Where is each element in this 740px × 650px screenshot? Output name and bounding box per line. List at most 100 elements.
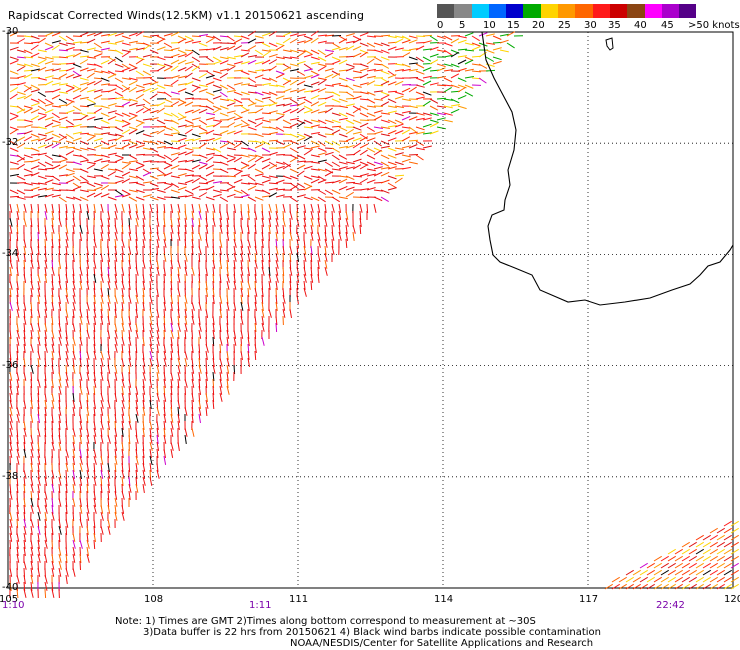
wind-barb (100, 287, 104, 297)
wind-barb (156, 129, 166, 135)
wind-barb (93, 89, 103, 93)
wind-barb (51, 175, 60, 182)
wind-barb (191, 65, 200, 72)
wind-barb (51, 68, 61, 72)
wind-barb (121, 490, 125, 500)
wind-barb (142, 392, 145, 402)
wind-barb (142, 160, 152, 163)
wind-barb (121, 273, 124, 284)
wind-barb (44, 399, 47, 409)
wind-barb (219, 154, 229, 160)
wind-barb (114, 448, 117, 458)
wind-barb (247, 301, 250, 311)
wind-barb (338, 59, 348, 65)
wind-barb (114, 483, 117, 494)
wind-barb (142, 210, 146, 220)
wind-barb (247, 224, 250, 234)
wind-barb (156, 125, 167, 128)
wind-barb (121, 413, 124, 423)
wind-barb (93, 476, 97, 486)
wind-barb (86, 427, 90, 437)
wind-barb (352, 70, 362, 74)
wind-barb (282, 163, 291, 170)
wind-barb (702, 541, 711, 548)
wind-barb (247, 45, 257, 51)
wind-barb (233, 245, 236, 255)
wind-barb (275, 217, 279, 227)
wind-barb (387, 119, 397, 125)
wind-barb (135, 182, 145, 186)
wind-barb (254, 140, 264, 144)
wind-barb (128, 47, 138, 51)
wind-barb (135, 455, 139, 465)
wind-barb (177, 59, 187, 65)
wind-barb (429, 98, 439, 104)
wind-barb (324, 126, 334, 131)
wind-barb (30, 89, 40, 93)
wind-barb (268, 266, 271, 276)
wind-barb (191, 137, 201, 142)
wind-barb (499, 49, 509, 53)
wind-barb (30, 448, 34, 458)
wind-barb (107, 56, 117, 62)
wind-barb (170, 101, 180, 107)
wind-barb (16, 553, 20, 563)
wind-barb (289, 231, 293, 241)
wind-barb (30, 476, 34, 486)
wind-barb (282, 143, 292, 149)
wind-barb (128, 399, 131, 410)
wind-barb (86, 245, 89, 255)
wind-barb (723, 541, 732, 548)
wind-barb (359, 67, 369, 72)
wind-barb (233, 336, 237, 346)
wind-barb (107, 364, 111, 374)
wind-barb (296, 101, 306, 107)
wind-barb (464, 49, 475, 52)
wind-barb (23, 189, 34, 191)
wind-barb (93, 539, 96, 550)
wind-barb (198, 301, 202, 311)
wind-barb (373, 171, 383, 177)
wind-barb (450, 63, 460, 68)
wind-barb (191, 343, 194, 353)
wind-barb (16, 539, 19, 549)
wind-barb (86, 553, 90, 563)
wind-barb (464, 84, 474, 89)
wind-barb (114, 49, 124, 55)
wind-barb (198, 42, 208, 47)
wind-barb (310, 56, 320, 60)
lon-tick-label: 105 (0, 594, 19, 605)
wind-barb (107, 144, 117, 149)
wind-barb (128, 98, 138, 102)
wind-barb (121, 189, 131, 195)
wind-barb (121, 238, 125, 248)
wind-barb (415, 84, 425, 88)
wind-barb (114, 252, 118, 262)
wind-barb (373, 90, 383, 93)
wind-barb (149, 308, 153, 318)
wind-barb (632, 583, 641, 590)
wind-barb (16, 196, 26, 200)
wind-barb (345, 238, 348, 249)
wind-barb (212, 357, 215, 367)
wind-barb (415, 45, 425, 51)
wind-barb (261, 322, 265, 332)
wind-barb (170, 301, 173, 311)
wind-barb (408, 68, 418, 72)
wind-barb (261, 112, 272, 115)
wind-barb (233, 224, 236, 234)
wind-barb (142, 294, 145, 305)
wind-barb (422, 75, 432, 79)
wind-barb (30, 194, 40, 198)
wind-barb (275, 161, 285, 165)
wind-barb (226, 122, 236, 128)
wind-barb (485, 33, 495, 37)
wind-barb (149, 49, 159, 54)
wind-barb (79, 434, 82, 444)
wind-barb (114, 175, 124, 179)
wind-barb (310, 61, 320, 65)
wind-barb (37, 504, 41, 514)
wind-barb (205, 156, 214, 163)
wind-barb (268, 65, 277, 72)
wind-barb (72, 87, 82, 93)
